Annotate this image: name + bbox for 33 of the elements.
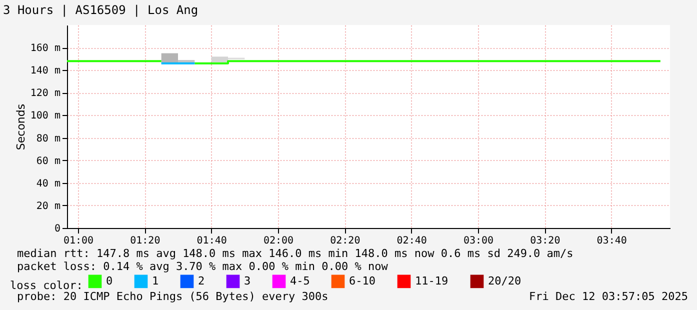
x-tick-label: 01:20 [130,236,160,246]
legend-label: 3 [244,274,251,288]
x-tick-label: 02:40 [396,236,427,246]
y-tick-label: 160 m [30,43,60,54]
x-tick-label: 01:00 [63,236,94,246]
text: packet loss: 0.14 % avg 3.70 % max 0.00 % min 0.00 % now [17,260,388,273]
y-tick-label: 40 m [36,178,60,190]
y-tick-label: 0 [54,224,60,234]
chart-title: 3 Hours | AS16509 | Los Ang [3,3,198,17]
x-tick-label: 03:20 [530,236,560,246]
legend-label: 20/20 [488,274,522,288]
y-tick-label: 120 m [30,88,60,100]
y-tick-label: 100 m [30,110,60,122]
x-tick-label: 03:40 [596,236,627,246]
y-tick-label: 140 m [30,66,60,77]
x-tick-label: 02:00 [263,236,294,246]
legend-label: 0 [106,274,113,288]
y-tick-label: 80 m [36,133,60,144]
legend-label: 6-10 [349,274,376,288]
legend-label: 11-19 [415,274,448,288]
legend-title: loss color: [10,279,83,292]
text: probe: 20 ICMP Echo Pings (56 Bytes) every 300s [17,290,328,303]
text: median rtt: 147.8 ms avg 148.0 ms max 146.0 ms min 148.0 ms now 0.6 ms sd 249.0 am/s [17,247,574,260]
legend-label: 4-5 [290,274,310,288]
x-tick-label: 02:20 [330,236,360,246]
text: Fri Dec 12 03:57:05 2025 [529,290,688,303]
legend-label: 1 [152,274,159,288]
y-axis-title: Seconds [14,104,28,150]
x-tick-label: 01:40 [196,236,227,246]
x-tick-label: 03:00 [463,236,494,246]
legend-label: 2 [198,274,205,288]
y-tick-label: 20 m [36,200,60,212]
y-tick-label: 60 m [36,156,60,167]
